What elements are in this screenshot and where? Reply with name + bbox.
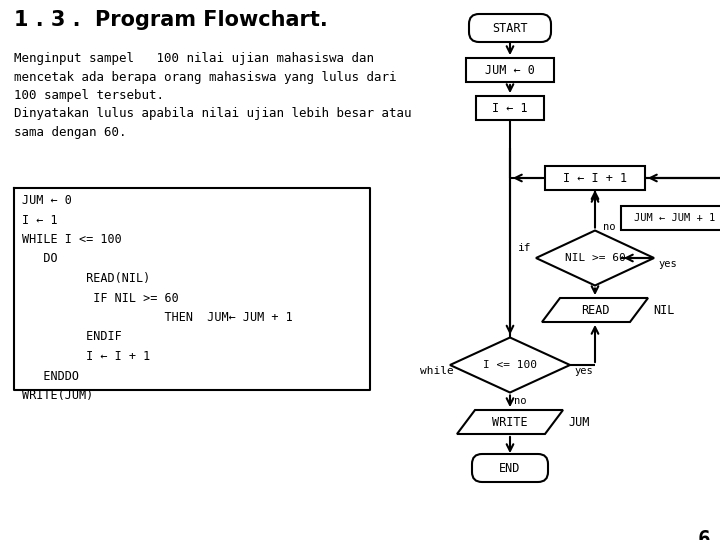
Text: no: no bbox=[514, 395, 526, 406]
Text: if: if bbox=[518, 243, 531, 253]
Text: NIL >= 60: NIL >= 60 bbox=[564, 253, 626, 263]
Bar bbox=[545, 166, 645, 190]
Text: while: while bbox=[420, 366, 454, 376]
Text: END: END bbox=[499, 462, 521, 475]
Polygon shape bbox=[450, 338, 570, 393]
Text: JUM ← 0: JUM ← 0 bbox=[485, 64, 535, 77]
Text: START: START bbox=[492, 22, 528, 35]
Text: JUM: JUM bbox=[568, 415, 590, 429]
Bar bbox=[476, 96, 544, 120]
FancyBboxPatch shape bbox=[472, 454, 548, 482]
Text: READ: READ bbox=[581, 303, 609, 316]
Polygon shape bbox=[457, 410, 563, 434]
Polygon shape bbox=[536, 231, 654, 286]
Text: yes: yes bbox=[658, 259, 677, 269]
Text: NIL: NIL bbox=[653, 303, 675, 316]
Text: no: no bbox=[603, 221, 616, 232]
Text: JUM ← JUM + 1: JUM ← JUM + 1 bbox=[634, 213, 716, 223]
Text: WRITE: WRITE bbox=[492, 415, 528, 429]
Text: I <= 100: I <= 100 bbox=[483, 360, 537, 370]
Text: 6: 6 bbox=[698, 530, 710, 540]
Polygon shape bbox=[542, 298, 648, 322]
Text: Menginput sampel   100 nilai ujian mahasiswa dan
mencetak ada berapa orang mahas: Menginput sampel 100 nilai ujian mahasis… bbox=[14, 52, 412, 139]
Text: I ← 1: I ← 1 bbox=[492, 102, 528, 114]
Text: I ← I + 1: I ← I + 1 bbox=[563, 172, 627, 185]
Bar bbox=[466, 58, 554, 82]
Text: 1 . 3 .  Program Flowchart.: 1 . 3 . Program Flowchart. bbox=[14, 10, 328, 30]
Text: JUM ← 0
I ← 1
WHILE I <= 100
   DO
         READ(NIL)
          IF NIL >= 60
   : JUM ← 0 I ← 1 WHILE I <= 100 DO READ(NIL… bbox=[22, 194, 293, 402]
Bar bbox=[621, 206, 720, 230]
FancyBboxPatch shape bbox=[469, 14, 551, 42]
Text: yes: yes bbox=[574, 366, 593, 376]
